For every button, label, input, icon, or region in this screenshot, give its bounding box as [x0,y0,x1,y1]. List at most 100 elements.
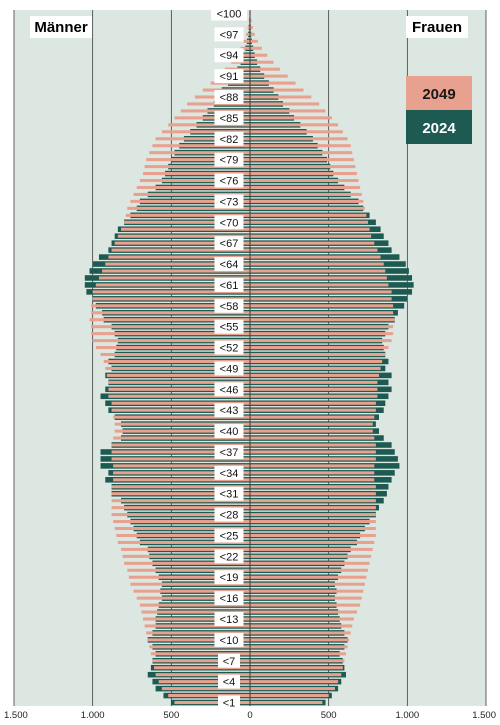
age-label: <70 [220,217,239,229]
bar-2049-female [250,527,376,530]
age-label: <85 [220,113,239,125]
bar-2049-female [250,283,388,286]
age-label: <91 [220,71,239,83]
legend-label-2049: 2049 [422,86,455,103]
right-side-label: Frauen [406,16,468,38]
bar-2049-female [250,33,255,36]
bar-2049-female [250,61,274,64]
bar-2049-female [250,276,387,279]
age-label: <88 [220,92,239,104]
bar-2049-female [250,492,376,495]
bar-2049-female [250,137,348,140]
bar-2049-female [250,193,362,196]
bar-2049-female [250,430,373,433]
bar-2049-female [250,611,357,614]
bar-2049-female [250,339,392,342]
bar-2049-female [250,548,373,551]
x-tick-label: 0 [247,710,252,720]
bar-2049-female [250,534,376,537]
age-label: <43 [220,405,239,417]
bar-2049-female [250,694,329,697]
bar-2049-female [250,95,311,98]
age-label: <28 [220,510,239,522]
age-label: <55 [220,322,239,334]
bar-2049-female [250,423,373,426]
bar-2049-female [250,624,352,627]
bar-2049-female [250,102,319,105]
bar-2049-female [250,242,374,245]
bar-2049-female [250,395,377,398]
bar-2049-female [250,47,262,50]
bar-2049-female [250,130,343,133]
age-label: <16 [220,593,239,605]
bar-2049-female [250,617,354,620]
age-label: <67 [220,238,239,250]
age-label: <46 [220,384,239,396]
bar-2049-female [250,443,376,446]
bar-2049-female [250,228,370,231]
bar-2049-female [250,249,377,252]
bar-2049-female [250,172,357,175]
bar-2049-female [250,116,332,119]
bar-2049-female [250,701,322,704]
bar-2049-female [250,263,384,266]
bar-2049-female [250,471,374,474]
bar-2049-female [250,367,381,370]
left-side-label-text: Männer [34,19,88,36]
bar-2049-female [250,416,374,419]
bar-2049-female [250,680,338,683]
bar-2049-female [250,555,371,558]
bar-2049-female [250,332,393,335]
left-side-label: Männer [30,16,92,38]
bar-2049-female [250,68,280,71]
bar-2049-female [250,144,351,147]
x-tick-label: 1.000 [395,710,419,720]
age-label: <58 [220,301,239,313]
x-tick-label: 1.500 [4,710,28,720]
bar-2049-female [250,485,376,488]
bar-2049-female [250,381,377,384]
bar-2049-female [250,666,343,669]
bar-2049-female [250,409,376,412]
bar-2049-female [250,290,392,293]
bar-2049-female [250,256,381,259]
age-label: <97 [220,29,239,41]
bar-2049-female [250,360,382,363]
bar-2049-female [250,457,376,460]
age-label: <34 [220,468,239,480]
bar-2049-female [250,89,303,92]
bar-2049-female [250,40,258,43]
bar-2049-female [250,388,377,391]
bar-2049-female [250,158,354,161]
bar-2049-female [250,638,349,641]
age-label: <61 [220,280,239,292]
bar-2049-female [250,562,370,565]
age-label: <82 [220,134,239,146]
x-tick-label: 500 [321,710,337,720]
bar-2049-female [250,583,365,586]
bar-2049-female [250,123,338,126]
bar-2049-female [250,520,376,523]
bar-2049-female [250,207,365,210]
age-label: <1 [223,698,236,710]
bar-2049-female [250,402,376,405]
age-label: <22 [220,551,239,563]
x-tick-label: 500 [163,710,179,720]
bar-2049-female [250,109,326,112]
bar-2049-female [250,221,368,224]
bar-2049-female [250,54,267,57]
bar-2049-female [250,569,368,572]
bar-2049-female [250,82,296,85]
bar-2049-female [250,346,388,349]
bar-2049-female [250,687,335,690]
legend-label-2024: 2024 [422,120,456,137]
age-label: <25 [220,530,239,542]
age-label: <100 [217,8,242,20]
bar-2049-female [250,659,344,662]
bar-2049-male [246,33,250,36]
age-label: <52 [220,343,239,355]
bar-2049-female [250,576,366,579]
